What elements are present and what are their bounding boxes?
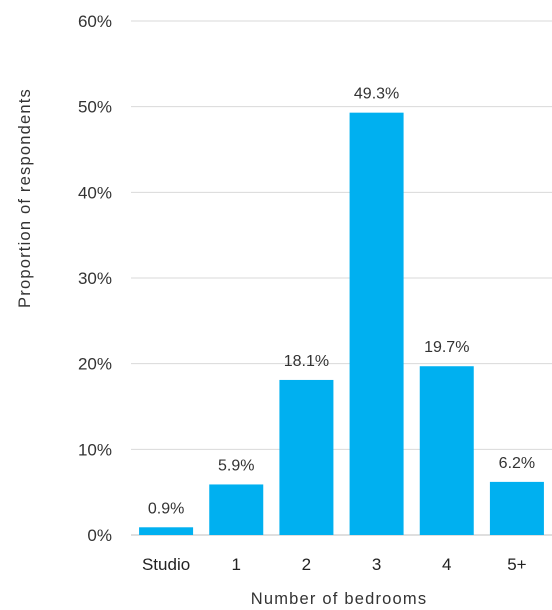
bar xyxy=(139,527,194,535)
x-tick-label: 3 xyxy=(372,555,381,574)
bar xyxy=(489,481,544,535)
x-tick-label: 5+ xyxy=(507,555,526,574)
data-label: 6.2% xyxy=(499,455,535,472)
data-label: 18.1% xyxy=(284,353,329,370)
y-axis-ticks: 0% 10% 20% 30% 40% 50% 60% xyxy=(78,12,112,545)
gridlines xyxy=(131,20,552,536)
data-label: 49.3% xyxy=(354,86,399,103)
y-tick-label: 50% xyxy=(78,98,112,117)
x-tick-label: Studio xyxy=(142,555,190,574)
x-tick-label: 1 xyxy=(232,555,241,574)
y-tick-label: 60% xyxy=(78,12,112,31)
data-labels: 0.9% 5.9% 18.1% 49.3% 19.7% 6.2% xyxy=(148,86,535,518)
data-label: 0.9% xyxy=(148,500,184,517)
y-tick-label: 40% xyxy=(78,183,112,202)
x-tick-label: 4 xyxy=(442,555,451,574)
y-tick-label: 10% xyxy=(78,440,112,459)
x-axis-title: Number of bedrooms xyxy=(251,590,428,608)
bars xyxy=(139,112,544,535)
bar xyxy=(349,112,404,535)
bar xyxy=(209,484,264,535)
x-tick-label: 2 xyxy=(302,555,311,574)
data-label: 19.7% xyxy=(424,339,469,356)
bar xyxy=(279,379,334,535)
y-tick-label: 30% xyxy=(78,269,112,288)
y-tick-label: 0% xyxy=(87,526,112,545)
data-label: 5.9% xyxy=(218,457,254,474)
y-axis-title: Proportion of respondents xyxy=(16,88,34,308)
y-tick-label: 20% xyxy=(78,355,112,374)
bar xyxy=(419,366,474,535)
x-axis-categories: Studio 1 2 3 4 5+ xyxy=(142,555,527,574)
